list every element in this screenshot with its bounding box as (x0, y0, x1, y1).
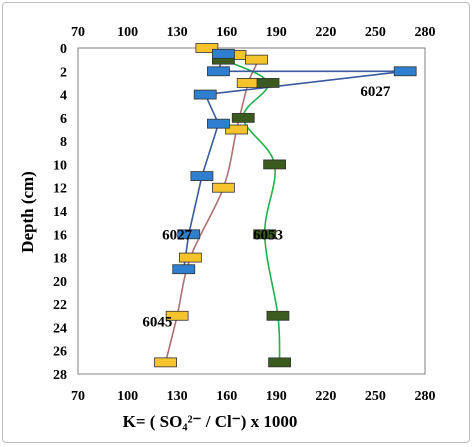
chart-frame (2, 2, 470, 443)
x-tick-label-top: 220 (315, 25, 336, 40)
x-tick-label-bottom: 70 (71, 389, 85, 404)
x-tick-label-top: 100 (117, 25, 138, 40)
y-tick-label: 6 (60, 112, 67, 127)
x-tick-label-bottom: 160 (216, 389, 237, 404)
data-marker-6027 (212, 48, 235, 59)
y-tick-label: 10 (53, 158, 67, 173)
y-tick-label: 26 (53, 345, 67, 360)
x-tick-label-bottom: 100 (117, 389, 138, 404)
data-marker-6045 (245, 54, 268, 65)
data-marker-6027 (207, 118, 230, 129)
y-tick-label: 22 (53, 298, 67, 313)
series-annotation: 6045 (142, 315, 172, 331)
series-annotations: 6027 6027 6053 6045 (142, 84, 391, 331)
x-tick-labels-bottom: 70 100 130 160 190 220 250 280 (71, 389, 436, 404)
data-marker-6053 (256, 78, 280, 88)
data-marker-6027 (207, 66, 230, 77)
y-tick-label: 18 (53, 252, 67, 267)
y-tick-label: 12 (53, 182, 67, 197)
data-marker-6045 (195, 43, 219, 53)
x-axis-title: K= ( SO₄²⁻ / Cl⁻) x 1000 (123, 412, 298, 431)
x-tick-label-bottom: 220 (315, 389, 336, 404)
y-tick-label: 14 (53, 205, 67, 220)
series-annotation: 6027 (162, 227, 193, 243)
data-marker-6045 (212, 182, 235, 193)
x-tick-label-top: 160 (216, 25, 237, 40)
data-marker-6045 (225, 124, 249, 135)
data-marker-6027 (393, 66, 417, 77)
data-marker-6045 (178, 252, 202, 263)
x-tick-label-top: 130 (167, 25, 188, 40)
x-tick-label-top: 190 (266, 25, 287, 40)
data-marker-6027 (190, 171, 214, 181)
data-marker-6045 (165, 310, 189, 321)
data-marker-6053 (253, 229, 277, 240)
data-marker-6053 (263, 159, 287, 170)
y-tick-label: 28 (53, 368, 67, 383)
y-tick-label: 20 (53, 275, 67, 290)
data-marker-6027 (177, 229, 201, 240)
series-line-6027 (182, 53, 406, 270)
series-annotation: 6053 (253, 227, 283, 243)
x-tick-label-bottom: 250 (365, 389, 386, 404)
x-tick-label-top: 250 (365, 25, 386, 40)
series-annotation: 6027 (360, 84, 391, 100)
x-tick-label-bottom: 190 (266, 389, 287, 404)
x-tick-label-top: 280 (415, 25, 436, 40)
data-markers (154, 43, 417, 368)
data-marker-6053 (268, 357, 291, 368)
y-tick-label: 24 (53, 321, 67, 336)
data-marker-6045 (154, 357, 177, 368)
data-marker-6027 (193, 89, 217, 100)
x-tick-label-top: 70 (71, 25, 85, 40)
x-tick-label-bottom: 280 (415, 389, 436, 404)
data-marker-6027 (172, 264, 196, 275)
x-tick-label-bottom: 130 (167, 389, 188, 404)
data-marker-6045 (236, 78, 260, 88)
y-tick-label: 0 (60, 42, 67, 57)
data-marker-6053 (266, 310, 290, 321)
y-tick-label: 4 (60, 89, 67, 104)
data-marker-6053 (231, 112, 255, 123)
y-axis-title: Depth (cm) (18, 171, 37, 253)
y-tick-label: 2 (60, 65, 67, 80)
y-tick-label: 8 (60, 135, 67, 150)
y-tick-label: 16 (53, 228, 67, 243)
x-tick-labels-top: 70 100 130 160 190 220 250 280 (71, 25, 436, 40)
